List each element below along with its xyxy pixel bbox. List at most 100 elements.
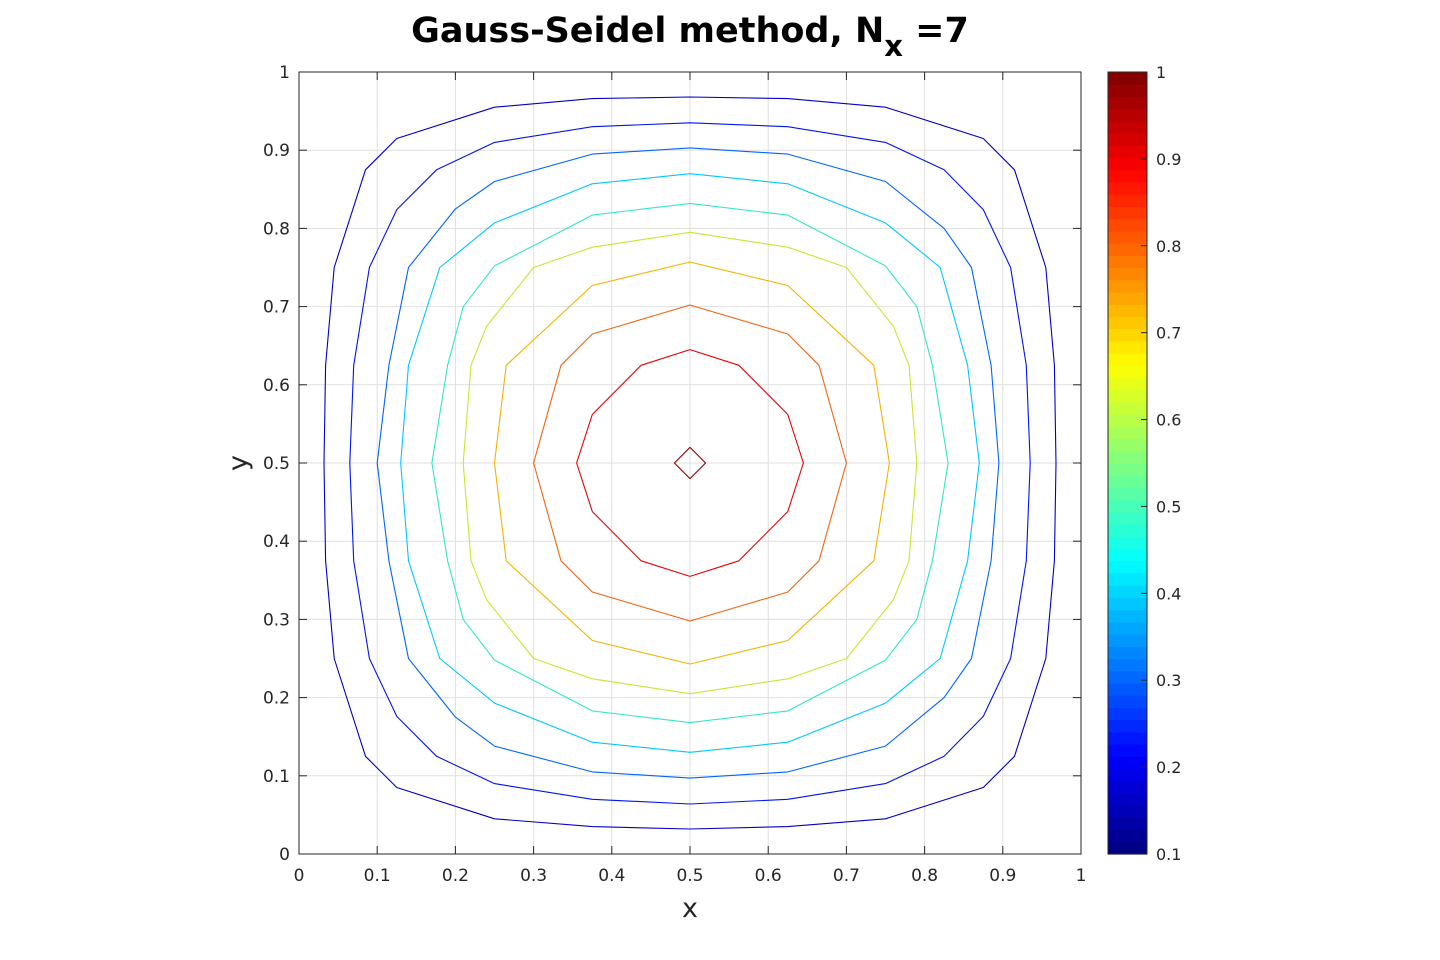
contour-line (576, 349, 804, 577)
colorbar-segment (1108, 255, 1147, 269)
colorbar-segment (1108, 695, 1147, 708)
y-tick-label: 0.9 (263, 141, 290, 161)
colorbar-segment (1108, 304, 1147, 317)
x-tick-label: 0.3 (520, 866, 547, 886)
y-tick-label: 0.3 (263, 610, 290, 630)
colorbar-tick-label: 0.7 (1156, 324, 1181, 343)
colorbar-segment (1108, 194, 1147, 208)
x-tick-label: 0.6 (755, 866, 782, 886)
chart-title: Gauss-Seidel method, Nx =7 (411, 11, 969, 63)
contour-line (431, 202, 949, 724)
colorbar-segment (1108, 450, 1147, 464)
colorbar-segment (1108, 585, 1147, 599)
contour-line (323, 96, 1057, 830)
colorbar-tick-label: 0.8 (1156, 237, 1181, 256)
colorbar-segment (1108, 145, 1147, 159)
colorbar-segment (1108, 646, 1147, 660)
colorbar-segment (1108, 682, 1147, 696)
colorbar-segment (1108, 768, 1147, 782)
y-tick-label: 0.7 (263, 298, 290, 318)
contour-line (673, 446, 707, 480)
colorbar-tick-label: 0.5 (1156, 497, 1181, 516)
contour-lines (323, 96, 1057, 830)
colorbar-segment (1108, 609, 1147, 623)
colorbar-segment (1108, 499, 1147, 513)
contour-line (376, 147, 1000, 779)
colorbar-segment (1108, 84, 1147, 98)
plot-axes: 0 0.1 0.2 0.3 0.4 0.5 0.6 0.7 0.8 0.9 1 0 0.1 0.2 0.3 0… (263, 63, 1086, 886)
y-tick-label: 0.5 (263, 454, 290, 474)
colorbar-segment (1108, 731, 1147, 745)
colorbar-segment (1108, 291, 1147, 305)
colorbar-segment (1108, 841, 1147, 855)
colorbar-segment (1108, 120, 1147, 134)
colorbar-segment (1108, 817, 1147, 831)
colorbar-segment (1108, 133, 1147, 146)
colorbar-segment (1108, 487, 1147, 501)
colorbar-segment (1108, 780, 1147, 794)
contour-line (533, 304, 847, 622)
colorbar-segment (1108, 560, 1147, 574)
colorbar-segment (1108, 218, 1147, 232)
x-axis-label: x (682, 893, 698, 924)
y-tick-label: 0.2 (263, 689, 290, 709)
colorbar-tick-label: 0.9 (1156, 150, 1181, 169)
colorbar-segment (1108, 658, 1147, 672)
colorbar-segment (1108, 243, 1147, 256)
x-tick-label: 0 (294, 866, 305, 886)
colorbar-tick-label: 0.2 (1156, 758, 1181, 777)
colorbar-segment (1108, 181, 1147, 195)
contour-line (400, 173, 980, 753)
x-tick-label: 0.5 (676, 866, 703, 886)
colorbar-segment (1108, 524, 1147, 537)
x-tick-label: 0.4 (598, 866, 625, 886)
x-tick-label: 0.2 (442, 866, 469, 886)
colorbar-segment (1108, 805, 1147, 818)
colorbar-segment (1108, 169, 1147, 183)
colorbar-segment (1108, 328, 1147, 342)
y-tick-label: 0.1 (263, 767, 290, 787)
colorbar-segment (1108, 365, 1147, 379)
y-axis-label: y (223, 455, 254, 471)
y-tick-label: 0.6 (263, 376, 290, 396)
colorbar-segment (1108, 744, 1147, 757)
x-tick-label: 0.7 (833, 866, 860, 886)
colorbar-segment (1108, 72, 1147, 85)
colorbar-segment (1108, 572, 1147, 586)
colorbar-segment (1108, 670, 1147, 684)
colorbar-tick-label: 1 (1156, 63, 1166, 82)
x-tick-label: 1 (1076, 866, 1087, 886)
contour-line (349, 122, 1031, 805)
colorbar-segment (1108, 536, 1147, 550)
colorbar-segment (1108, 108, 1147, 122)
colorbar-segment (1108, 96, 1147, 110)
colorbar-segment (1108, 597, 1147, 611)
colorbar-segment (1108, 621, 1147, 635)
colorbar-segment (1108, 426, 1147, 440)
colorbar-segment (1108, 401, 1147, 415)
contour-line (493, 261, 890, 665)
grid-lines (299, 72, 1081, 854)
colorbar-tick-label: 0.1 (1156, 845, 1181, 864)
colorbar-segment (1108, 463, 1147, 476)
colorbar-segment (1108, 267, 1147, 281)
x-tick-label: 0.9 (989, 866, 1016, 886)
y-tick-label: 1 (279, 63, 290, 83)
colorbar-tick-label: 0.6 (1156, 411, 1181, 430)
y-tick-label: 0.8 (263, 219, 290, 239)
colorbar-box (1107, 71, 1148, 855)
colorbar-segment (1108, 279, 1147, 293)
colorbar-tick-label: 0.3 (1156, 671, 1181, 690)
colorbar-segment (1108, 756, 1147, 770)
axis-ticks: 0 0.1 0.2 0.3 0.4 0.5 0.6 0.7 0.8 0.9 1 0 0.1 0.2 0.3 0… (263, 63, 1086, 886)
x-tick-label: 0.8 (911, 866, 938, 886)
colorbar-segment (1108, 340, 1147, 354)
colorbar-segment (1108, 230, 1147, 244)
colorbar-segment (1108, 707, 1147, 721)
colorbar-segment (1108, 438, 1147, 452)
colorbar-segment (1108, 377, 1147, 391)
colorbar-segment (1108, 511, 1147, 525)
colorbar-segment (1108, 353, 1147, 366)
colorbar-segment (1108, 157, 1147, 171)
